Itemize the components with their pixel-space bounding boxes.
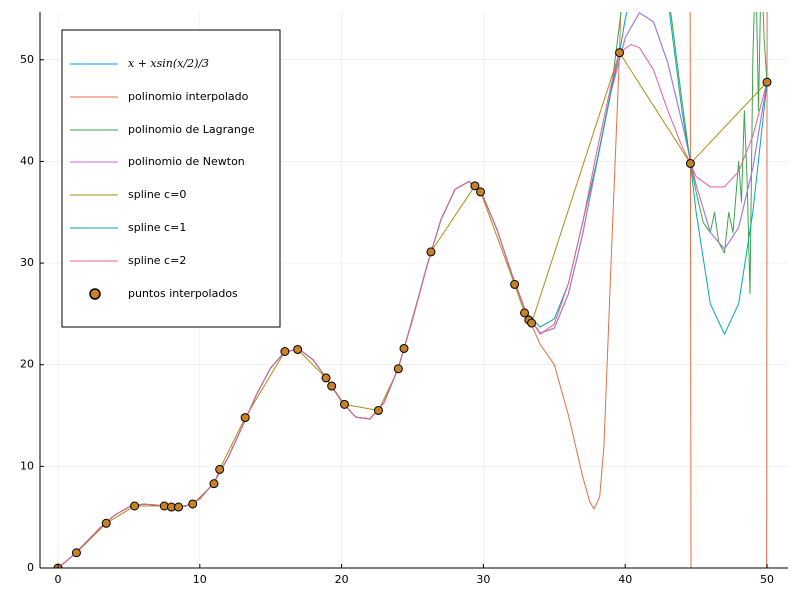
y-tick-label: 0 bbox=[27, 561, 34, 574]
plot-area bbox=[53, 12, 772, 568]
data-point bbox=[527, 318, 537, 328]
legend-box bbox=[61, 29, 281, 328]
legend-label: spline c=2 bbox=[128, 254, 186, 267]
data-point bbox=[130, 501, 140, 511]
ticks: 0 10 20 30 40 50 0 10 20 30 40 50 bbox=[20, 53, 774, 586]
data-point bbox=[373, 405, 383, 415]
data-point bbox=[215, 464, 225, 474]
x-tick-label: 10 bbox=[193, 573, 207, 586]
y-tick-label: 20 bbox=[20, 358, 34, 371]
data-point bbox=[321, 373, 331, 383]
legend-label: polinomio de Lagrange bbox=[128, 123, 255, 136]
y-tick-label: 30 bbox=[20, 256, 34, 269]
x-tick-label: 0 bbox=[55, 573, 62, 586]
data-point bbox=[470, 181, 480, 191]
data-point bbox=[71, 548, 81, 558]
data-point bbox=[615, 48, 625, 58]
data-point bbox=[685, 158, 695, 168]
legend-label: polinomio interpolado bbox=[128, 90, 249, 103]
data-point bbox=[393, 364, 403, 374]
data-point bbox=[510, 279, 520, 289]
legend-label: puntos interpolados bbox=[128, 287, 238, 300]
data-point bbox=[293, 344, 303, 354]
y-tick-label: 10 bbox=[20, 459, 34, 472]
data-point bbox=[520, 308, 530, 318]
legend-label: spline c=0 bbox=[128, 188, 186, 201]
data-point bbox=[399, 343, 409, 353]
y-tick-label: 50 bbox=[20, 53, 34, 66]
y-tick-label: 40 bbox=[20, 154, 34, 167]
data-point bbox=[280, 346, 290, 356]
data-point bbox=[209, 479, 219, 489]
data-point bbox=[327, 381, 337, 391]
legend-label: x + xsin(x/2)/3 bbox=[128, 57, 209, 70]
x-tick-label: 50 bbox=[760, 573, 774, 586]
legend: x + xsin(x/2)/3 polinomio interpolado poli… bbox=[61, 29, 281, 328]
data-point bbox=[188, 499, 198, 509]
data-point bbox=[426, 247, 436, 257]
data-point bbox=[101, 518, 111, 528]
data-point bbox=[240, 413, 250, 423]
x-tick-label: 30 bbox=[476, 573, 490, 586]
data-point bbox=[339, 399, 349, 409]
legend-label: spline c=1 bbox=[128, 221, 186, 234]
x-tick-label: 20 bbox=[335, 573, 349, 586]
data-point bbox=[174, 502, 184, 512]
legend-label: polinomio de Newton bbox=[128, 155, 245, 168]
x-tick-label: 40 bbox=[618, 573, 632, 586]
data-point bbox=[476, 187, 486, 197]
data-point bbox=[762, 77, 772, 87]
legend-marker bbox=[89, 288, 101, 300]
